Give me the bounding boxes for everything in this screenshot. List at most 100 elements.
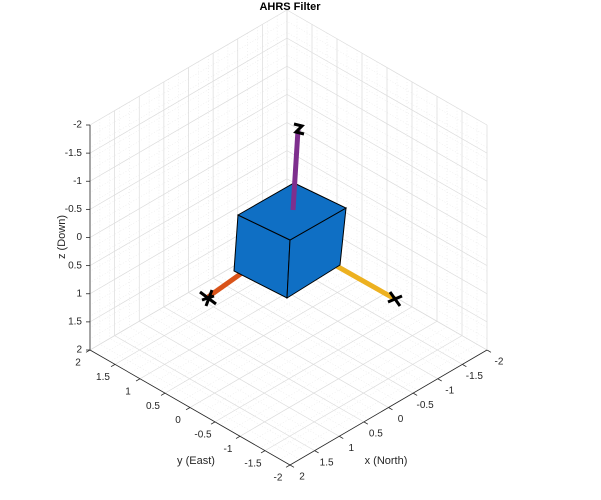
grid-line — [89, 9, 288, 126]
y-tick-label: 1 — [125, 386, 131, 397]
grid-line — [214, 306, 413, 423]
axis-marker — [387, 291, 403, 307]
tick-mark — [285, 464, 291, 468]
pose — [199, 122, 403, 307]
y-tick-label: -0.5 — [194, 430, 212, 441]
tick-mark — [289, 464, 295, 468]
tick-mark — [235, 435, 241, 439]
z-tick-label: -0.5 — [65, 204, 83, 215]
minor-grid-line — [129, 326, 330, 443]
chart-title: AHRS Filter — [259, 1, 321, 13]
x-tick-label: 2 — [299, 472, 305, 483]
y-tick-label: 2 — [75, 358, 81, 369]
minor-grid-line — [286, 99, 488, 216]
minor-grid-line — [286, 32, 488, 148]
minor-grid-line — [168, 303, 369, 420]
tick-mark — [260, 450, 266, 454]
minor-grid-line — [217, 275, 419, 391]
minor-grid-line — [286, 77, 488, 193]
minor-grid-line — [208, 280, 409, 397]
x-tick-label: 1 — [348, 443, 354, 454]
z-tick-label: 2 — [76, 345, 82, 356]
grid-line — [89, 150, 288, 266]
minor-grid-line — [158, 309, 360, 425]
grid-line — [286, 94, 488, 210]
tick-mark — [185, 407, 191, 411]
y-axis-label: y (East) — [177, 455, 215, 467]
grid-line — [239, 320, 438, 437]
grid-line — [286, 122, 488, 238]
grid-line — [164, 277, 363, 394]
x-tick-label: 1.5 — [320, 457, 334, 468]
z-tick-label: -2 — [73, 120, 82, 131]
tick-mark — [363, 421, 369, 425]
minor-grid-line — [286, 21, 488, 137]
tick-mark — [412, 392, 418, 396]
z-tick-label: 1.5 — [68, 317, 82, 328]
grid-line — [189, 292, 388, 408]
x-tick-label: -1 — [445, 385, 454, 396]
x-tick-label: -2 — [495, 357, 504, 368]
axis-marker — [199, 289, 217, 307]
tick-mark — [339, 435, 344, 439]
grid-line — [286, 37, 488, 154]
x-axis-line — [289, 349, 488, 466]
grid-line — [286, 150, 488, 266]
grid-line — [89, 122, 288, 238]
z-tick-label: -1.5 — [65, 148, 83, 159]
minor-grid-line — [286, 144, 488, 261]
y-tick-label: -1 — [224, 444, 233, 455]
y-tick-label: 1.5 — [96, 372, 110, 383]
y-tick-label: -2 — [274, 473, 283, 484]
minor-grid-line — [286, 167, 488, 283]
minor-grid-line — [227, 269, 429, 385]
z-tick-label: 1 — [76, 288, 82, 299]
minor-grid-line — [286, 88, 488, 204]
tick-mark — [110, 364, 116, 368]
minor-grid-line — [109, 338, 310, 454]
x-tick-label: 0 — [398, 414, 404, 425]
x-tick-label: 0.5 — [369, 429, 383, 440]
minor-grid-line — [286, 156, 488, 272]
tick-mark — [388, 407, 393, 411]
cube-face — [236, 182, 348, 241]
grid-line — [89, 178, 288, 295]
minor-grid-line — [119, 332, 320, 448]
z-tick-label: 0.5 — [68, 260, 82, 271]
tick-mark — [437, 378, 442, 382]
minor-grid-line — [286, 43, 488, 159]
z-tick-label: -1 — [73, 176, 82, 187]
z-axis-label: z (Down) — [56, 215, 68, 259]
x-tick-label: -0.5 — [417, 400, 435, 411]
z-tick-label: 0 — [76, 232, 82, 243]
minor-grid-line — [286, 133, 488, 249]
tick-mark — [210, 421, 216, 425]
y-tick-label: 0 — [175, 415, 181, 426]
minor-grid-line — [286, 54, 488, 171]
y-tick-label: -1.5 — [244, 458, 262, 469]
grid-line — [89, 65, 288, 182]
minor-grid-line — [198, 286, 399, 402]
tick-mark — [462, 364, 467, 368]
tick-mark — [314, 450, 319, 454]
x-axis-label: x (North) — [365, 455, 408, 467]
y-tick-label: 0.5 — [146, 401, 160, 412]
grid-line — [89, 94, 288, 210]
grid — [85, 9, 492, 468]
axis-marker — [293, 122, 305, 136]
y-axis-line — [89, 349, 291, 466]
down-axis-stick — [290, 129, 301, 211]
tick-mark — [160, 392, 166, 396]
minor-grid-line — [286, 111, 488, 227]
grid-line — [264, 335, 463, 451]
grid-line — [89, 37, 288, 154]
minor-grid-line — [99, 344, 300, 460]
x-tick-label: -1.5 — [466, 371, 484, 382]
minor-grid-line — [178, 298, 379, 414]
grid-line — [286, 65, 488, 182]
tick-mark — [135, 378, 141, 382]
tick-mark — [486, 349, 492, 353]
minor-grid-line — [148, 315, 350, 431]
grid-line — [286, 9, 488, 126]
